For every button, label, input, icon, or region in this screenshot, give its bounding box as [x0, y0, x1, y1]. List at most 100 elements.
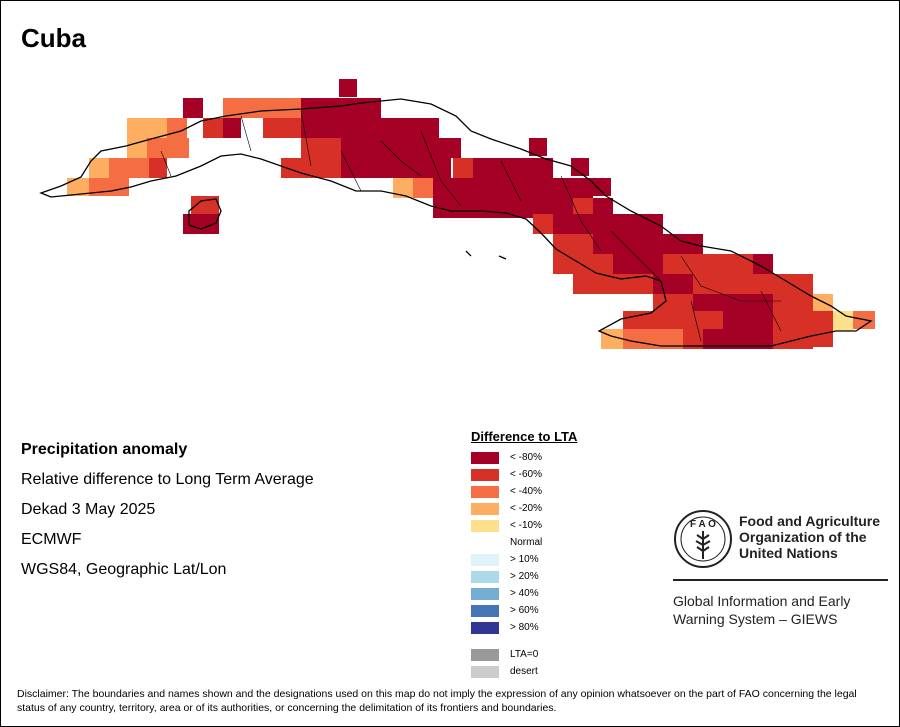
anomaly-cell	[553, 234, 593, 254]
anomaly-cell	[533, 214, 553, 234]
anomaly-cell	[339, 79, 357, 97]
legend-swatch	[471, 588, 499, 600]
anomaly-cell	[529, 138, 547, 156]
anomaly-cell	[663, 234, 703, 254]
info-line1: Relative difference to Long Term Average	[21, 471, 314, 488]
legend-label: < -80%	[510, 452, 542, 463]
anomaly-cell	[773, 294, 813, 314]
anomaly-cells	[67, 79, 875, 349]
fao-name: Food and Agriculture Organization of the…	[739, 513, 881, 561]
anomaly-cell	[223, 118, 241, 138]
giews-name: Global Information and Early Warning Sys…	[673, 593, 851, 627]
anomaly-cell	[147, 138, 169, 158]
anomaly-cell	[753, 274, 813, 294]
anomaly-cell	[341, 138, 381, 158]
anomaly-cell	[149, 158, 167, 178]
info-line2: Dekad 3 May 2025	[21, 501, 156, 518]
legend-label: desert	[510, 666, 538, 677]
anomaly-cell	[693, 274, 753, 294]
anomaly-cell	[67, 178, 89, 196]
legend-swatch	[471, 537, 499, 549]
anomaly-cell	[413, 178, 435, 198]
anomaly-cell	[773, 311, 833, 331]
anomaly-cell	[653, 294, 693, 314]
legend-items: < -80% < -60% < -40% < -20% < -10% Normal > 10…	[471, 450, 577, 637]
anomaly-cell	[813, 329, 833, 347]
legend-label: < -20%	[510, 503, 542, 514]
anomaly-cell	[553, 254, 613, 274]
legend-item-1: < -60%	[471, 467, 577, 484]
anomaly-cell	[191, 196, 219, 216]
anomaly-cell	[593, 198, 613, 218]
legend-swatch	[471, 649, 499, 661]
anomaly-cell	[723, 311, 773, 331]
legend-swatch	[471, 666, 499, 678]
anomaly-cell	[553, 178, 593, 198]
anomaly-cell	[613, 214, 663, 234]
anomaly-cell	[573, 198, 593, 218]
anomaly-cell	[683, 311, 723, 331]
info-title: Precipitation anomaly	[21, 441, 188, 458]
anomaly-cell	[663, 254, 753, 274]
anomaly-cell	[613, 254, 663, 274]
legend-label: > 20%	[510, 571, 539, 582]
anomaly-cell	[263, 118, 301, 138]
legend-label: LTA=0	[510, 649, 539, 660]
info-line4: WGS84, Geographic Lat/Lon	[21, 561, 227, 578]
anomaly-map	[39, 79, 875, 349]
anomaly-cell	[183, 214, 219, 234]
anomaly-cell	[379, 118, 439, 138]
legend-swatch	[471, 622, 499, 634]
anomaly-cell	[127, 138, 147, 158]
info-line3: ECMWF	[21, 531, 82, 548]
legend-label: > 80%	[510, 622, 539, 633]
legend-item-3: < -20%	[471, 501, 577, 518]
divider	[673, 579, 888, 581]
anomaly-cell	[433, 178, 553, 198]
legend-item-9: > 60%	[471, 603, 577, 620]
anomaly-cell	[693, 294, 773, 314]
legend-item-8: > 40%	[471, 586, 577, 603]
legend-extra-items: LTA=0 desert	[471, 647, 577, 681]
map-title: Cuba	[21, 23, 86, 53]
anomaly-cell	[573, 274, 653, 294]
legend-extra-item-1: desert	[471, 664, 577, 681]
anomaly-cell	[167, 118, 187, 138]
legend-label: Normal	[510, 537, 543, 548]
anomaly-cell	[623, 329, 683, 349]
anomaly-cell	[473, 158, 553, 178]
anomaly-cell	[89, 158, 109, 178]
legend-swatch	[471, 554, 499, 566]
anomaly-cell	[169, 138, 189, 158]
anomaly-cell	[301, 118, 379, 138]
legend-item-2: < -40%	[471, 484, 577, 501]
anomaly-cell	[109, 158, 149, 178]
legend-item-6: > 10%	[471, 552, 577, 569]
anomaly-cell	[773, 329, 813, 349]
disclaimer: Disclaimer: The boundaries and names sho…	[17, 688, 857, 714]
anomaly-cell	[593, 178, 611, 196]
anomaly-cell	[601, 329, 623, 349]
anomaly-cell	[703, 329, 773, 349]
legend-swatch	[471, 469, 499, 481]
anomaly-cell	[653, 274, 693, 294]
svg-text:F A O: F A O	[690, 519, 716, 530]
map-info: Precipitation anomaly Relative differenc…	[21, 435, 314, 585]
anomaly-cell	[753, 254, 773, 274]
legend-extra-item-0: LTA=0	[471, 647, 577, 664]
anomaly-cell	[683, 329, 703, 349]
legend-label: > 60%	[510, 605, 539, 616]
legend-item-7: > 20%	[471, 569, 577, 586]
anomaly-cell	[453, 158, 473, 178]
legend-swatch	[471, 605, 499, 617]
anomaly-cell	[393, 178, 413, 198]
anomaly-cell	[623, 311, 683, 331]
anomaly-cell	[813, 294, 833, 312]
legend-label: < -60%	[510, 469, 542, 480]
legend: Difference to LTA < -80% < -60% < -40% < -2…	[471, 429, 577, 681]
legend-item-5: Normal	[471, 535, 577, 552]
anomaly-cell	[571, 158, 589, 176]
anomaly-cell	[593, 234, 663, 254]
legend-swatch	[471, 503, 499, 515]
